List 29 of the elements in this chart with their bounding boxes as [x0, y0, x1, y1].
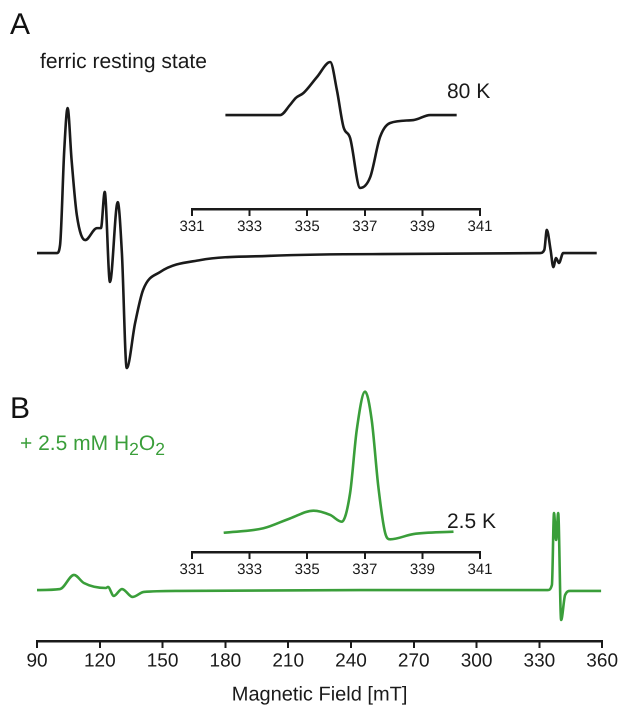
x-tick-label: 331 [179, 218, 205, 236]
x-tick-label: 150 [146, 650, 178, 672]
x-tick-label: 333 [237, 218, 262, 236]
x-tick-label: 120 [84, 650, 116, 672]
x-tick-label: 330 [524, 650, 556, 672]
x-tick-label: 341 [467, 218, 493, 236]
x-tick-label: 341 [467, 561, 493, 578]
annotation: 80 K [447, 80, 490, 104]
x-tick-label: 210 [272, 650, 304, 672]
text: + 2.5 mM H$_{2}$O$_{2}$ [20, 432, 165, 460]
x-tick-label: 337 [352, 218, 378, 236]
x-tick-label: 240 [335, 650, 367, 672]
x-tick-label: 180 [210, 650, 242, 672]
x-tick-label: 90 [26, 650, 48, 672]
x-tick-label: 335 [294, 561, 320, 578]
annotation: ferric resting state [40, 50, 207, 74]
annotation: 2.5 K [447, 510, 496, 534]
x-axis-title: Magnetic Field [mT] [232, 684, 408, 706]
chart-title: B [10, 392, 30, 426]
chart-title: A [10, 8, 30, 42]
x-tick-label: 333 [237, 561, 262, 578]
x-tick-label: 335 [294, 218, 320, 236]
x-tick-label: 331 [179, 561, 205, 578]
x-tick-label: 337 [352, 561, 378, 578]
x-tick-label: 270 [398, 650, 430, 672]
x-tick-label: 339 [410, 218, 435, 236]
x-tick-label: 300 [460, 650, 492, 672]
x-tick-label: 339 [410, 561, 435, 578]
x-tick-label: 360 [586, 650, 618, 672]
